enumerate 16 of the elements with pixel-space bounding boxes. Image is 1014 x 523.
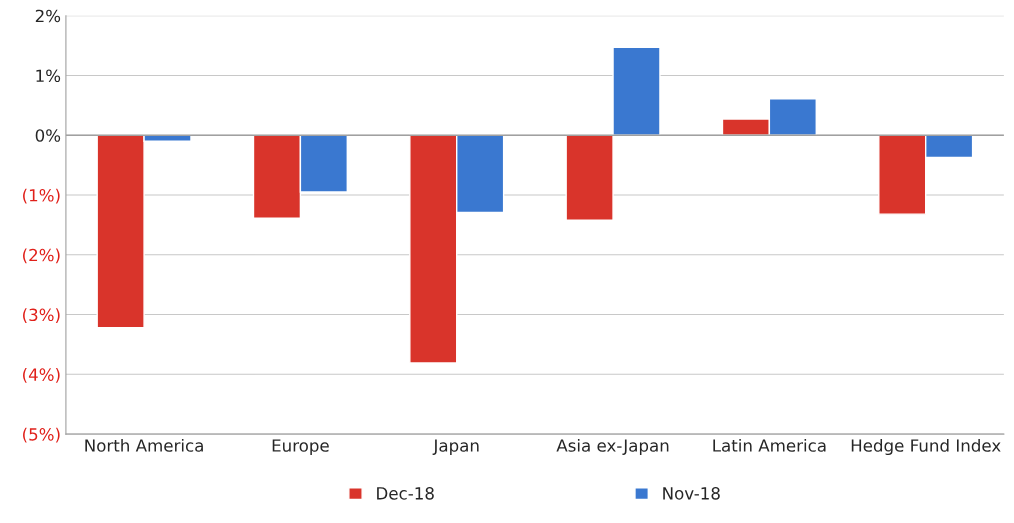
- y-tick-label: (4%): [23, 368, 60, 383]
- y-tick-label: (2%): [23, 248, 60, 264]
- y-tick-label: 2%: [35, 9, 61, 23]
- x-tick-label: North America: [85, 438, 203, 452]
- x-tick-label: Hedge Fund Index: [851, 438, 1001, 456]
- y-tick-label: 0%: [35, 129, 61, 142]
- y-tick-label: (3%): [23, 308, 60, 324]
- legend-label: Dec-18: [377, 487, 434, 500]
- x-tick-label: Latin America: [713, 438, 826, 452]
- y-tick-label: (5%): [23, 427, 60, 443]
- y-tick-label: (1%): [23, 188, 60, 204]
- x-tick-label: Japan: [432, 439, 479, 456]
- x-tick-label: Europe: [272, 439, 329, 456]
- x-tick-label: Asia ex-Japan: [556, 438, 669, 456]
- y-tick-label: 1%: [36, 69, 61, 83]
- legend-label: Nov-18: [663, 487, 720, 500]
